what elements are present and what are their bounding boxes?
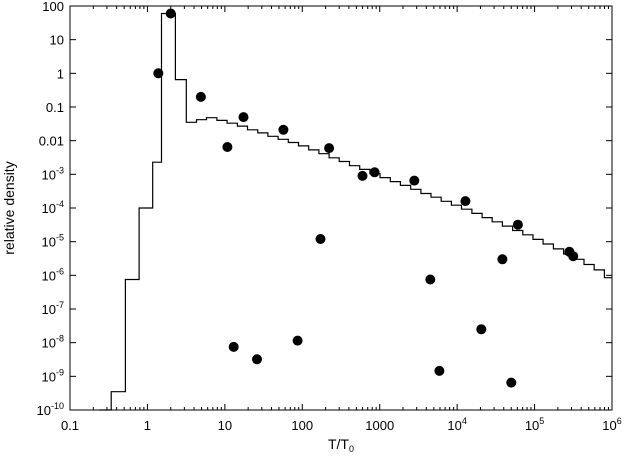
data-point — [195, 91, 206, 102]
data-point — [324, 143, 335, 154]
data-point — [409, 175, 420, 186]
data-point — [512, 219, 523, 230]
data-point — [568, 251, 579, 262]
y-tick-label: 0.01 — [39, 134, 64, 149]
data-point — [278, 124, 289, 135]
x-axis-label: T/T0 — [328, 436, 354, 454]
y-tick-label: 10-10 — [37, 401, 64, 418]
y-tick-label: 0.1 — [46, 100, 64, 115]
x-tick-label: 1 — [144, 418, 151, 433]
y-tick-label: 1 — [57, 66, 64, 81]
y-tick-label: 10-8 — [42, 334, 64, 351]
y-axis-ticks: 100 10 1 0.1 0.01 10-3 10-4 10-5 10-6 10-7 10-8 10-… — [37, 0, 612, 418]
data-point — [252, 354, 262, 365]
x-tick-label: 100 — [291, 418, 313, 433]
y-axis-label: relative density — [1, 161, 17, 254]
y-tick-label: 10-4 — [42, 199, 64, 216]
x-tick-label: 1000 — [365, 418, 394, 433]
y-tick-label: 10-9 — [42, 367, 64, 384]
data-point — [228, 341, 239, 352]
data-point — [238, 112, 249, 123]
data-point — [222, 142, 233, 152]
data-point — [425, 274, 436, 285]
data-point — [292, 335, 303, 346]
x-axis-label-subscript: 0 — [349, 444, 354, 454]
data-point — [369, 167, 380, 178]
data-point — [497, 254, 508, 265]
data-points — [153, 8, 579, 388]
x-tick-label: 0.1 — [61, 418, 79, 433]
y-tick-label: 100 — [42, 0, 64, 14]
y-tick-label: 10-5 — [42, 233, 64, 250]
y-tick-label: 10-6 — [42, 266, 64, 283]
y-tick-label: 10 — [50, 33, 64, 48]
x-tick-label: 106 — [602, 416, 621, 433]
y-tick-label: 10-3 — [42, 165, 64, 182]
data-point — [476, 324, 487, 335]
data-point — [434, 365, 445, 376]
data-point — [153, 68, 164, 79]
data-point — [357, 170, 368, 181]
data-point — [165, 8, 176, 19]
density-step-line — [99, 12, 612, 411]
x-axis-ticks: 0.1 1 10 100 1000 104 105 106 — [61, 6, 622, 433]
data-point — [460, 196, 471, 207]
data-point — [315, 234, 326, 244]
x-tick-label: 105 — [525, 416, 544, 433]
y-tick-label: 10-7 — [42, 300, 64, 317]
x-tick-label: 10 — [218, 418, 232, 433]
x-tick-label: 104 — [447, 416, 466, 433]
data-point — [506, 377, 517, 388]
